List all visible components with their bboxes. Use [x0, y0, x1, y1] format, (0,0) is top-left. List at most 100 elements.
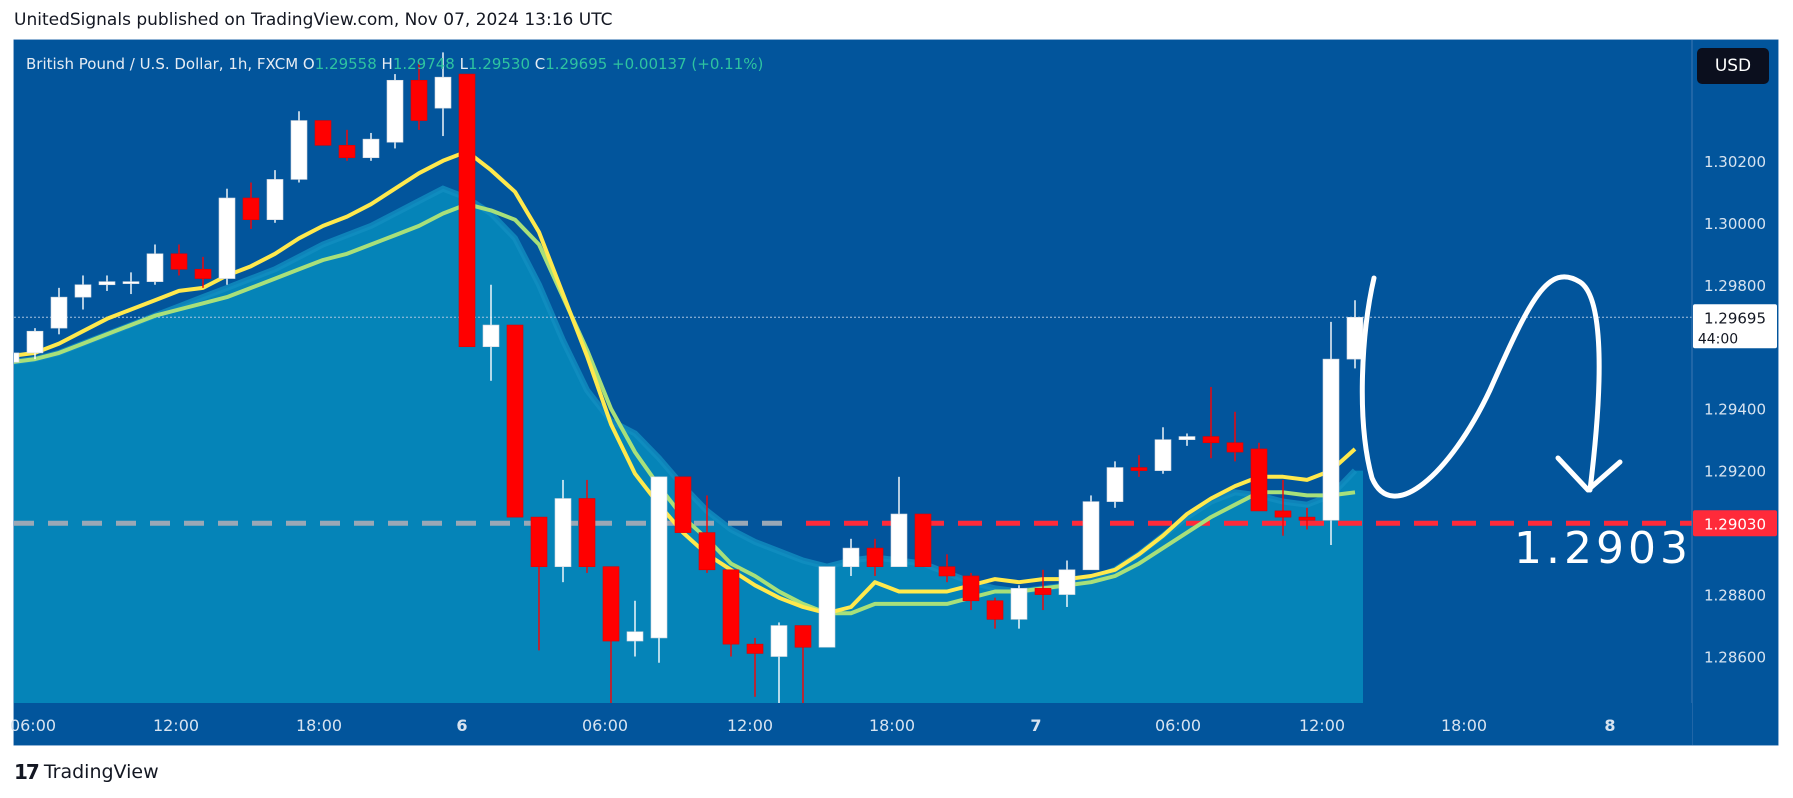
price-axis [1692, 40, 1778, 745]
candle-body [98, 281, 116, 286]
candle [554, 479, 572, 583]
legend-change: +0.00137 (+0.11%) [612, 55, 763, 73]
time-axis [14, 703, 1692, 745]
candle-body [314, 120, 332, 146]
candle-body [362, 138, 380, 159]
candle [410, 61, 428, 130]
candle [1346, 300, 1364, 369]
candle-body [938, 566, 956, 577]
candle-body [194, 268, 212, 279]
candle-body [626, 631, 644, 642]
candle [1010, 585, 1028, 629]
candle-body [1034, 588, 1052, 595]
candle [602, 566, 620, 703]
plot-area: 1.2903 [14, 52, 1692, 703]
candle-body [674, 476, 692, 533]
candle-body [290, 120, 308, 180]
candle-body [1154, 439, 1172, 471]
candle-body [890, 513, 908, 567]
candle [338, 129, 356, 161]
currency-button[interactable]: USD [1697, 48, 1769, 84]
candle-body [650, 476, 668, 639]
candle-body [770, 625, 788, 657]
legend-close-label: C [535, 55, 545, 73]
candle-body [1250, 448, 1268, 512]
forecast-arrowhead [1555, 455, 1623, 493]
candle-body [218, 197, 236, 279]
candle [1322, 321, 1340, 545]
candle-body [1082, 501, 1100, 571]
candle [26, 328, 44, 360]
candle [386, 74, 404, 149]
candle [266, 170, 284, 223]
candle-body [482, 324, 500, 348]
candle-body [434, 76, 452, 109]
candle [1226, 411, 1244, 462]
candle-body [1322, 358, 1340, 521]
candle [314, 120, 332, 146]
candle-body [914, 513, 932, 567]
candle [242, 182, 260, 229]
candle [1106, 461, 1124, 508]
candle [458, 73, 476, 348]
x-tick-label: 06:00 [10, 716, 56, 735]
candle [626, 600, 644, 657]
candle [1250, 442, 1268, 512]
countdown-label: 44:00 [1698, 331, 1738, 347]
legend-high-label: H [382, 55, 393, 73]
candle [914, 513, 932, 567]
x-tick-label: 18:00 [1441, 716, 1487, 735]
candle [1274, 479, 1292, 536]
x-tick-label: 8 [1604, 716, 1615, 735]
candle [482, 284, 500, 381]
level-annotation: 1.2903 [1514, 523, 1692, 574]
tradingview-branding[interactable]: 17 TradingView [14, 760, 159, 784]
candle-body [1298, 516, 1316, 521]
candle-body [14, 352, 20, 363]
candle [938, 554, 956, 583]
candle [962, 572, 980, 611]
level-price-label: 1.29030 [1704, 515, 1766, 533]
candle [122, 272, 140, 295]
candle [890, 476, 908, 567]
candle-body [530, 516, 548, 567]
x-tick-label: 18:00 [296, 716, 342, 735]
candle-body [1178, 436, 1196, 440]
candle [290, 111, 308, 183]
candle-body [842, 547, 860, 567]
candle [794, 625, 812, 703]
candle [986, 597, 1004, 629]
x-tick-label: 6 [456, 716, 467, 735]
candle-body [554, 498, 572, 567]
candle [50, 287, 68, 335]
x-tick-label: 06:00 [1155, 716, 1201, 735]
candle [1154, 427, 1172, 474]
candle [170, 244, 188, 276]
publisher-info: UnitedSignals published on TradingView.c… [14, 10, 613, 30]
legend-open: 1.29558 [315, 55, 382, 73]
candle [578, 479, 596, 573]
candle-body [1346, 316, 1364, 360]
y-tick-label: 1.29800 [1704, 277, 1766, 295]
candle [1202, 386, 1220, 459]
candle-body [1226, 442, 1244, 453]
candle-body [1010, 588, 1028, 620]
ohlc-legend: British Pound / U.S. Dollar, 1h, FXCM O1… [26, 55, 763, 73]
candle [530, 516, 548, 651]
candle-body [962, 575, 980, 602]
candle-body [1058, 569, 1076, 595]
x-tick-label: 12:00 [153, 716, 199, 735]
legend-close: 1.29695 [545, 55, 612, 73]
candle-body [1130, 467, 1148, 471]
legend-open-label: O [303, 55, 315, 73]
candle [818, 566, 836, 648]
candle-body [818, 566, 836, 648]
x-tick-label: 7 [1030, 716, 1041, 735]
candle-body [866, 547, 884, 567]
candle [770, 622, 788, 703]
candle-body [242, 197, 260, 220]
candle-body [266, 179, 284, 220]
candle-body [458, 73, 476, 348]
y-tick-label: 1.30000 [1704, 215, 1766, 233]
